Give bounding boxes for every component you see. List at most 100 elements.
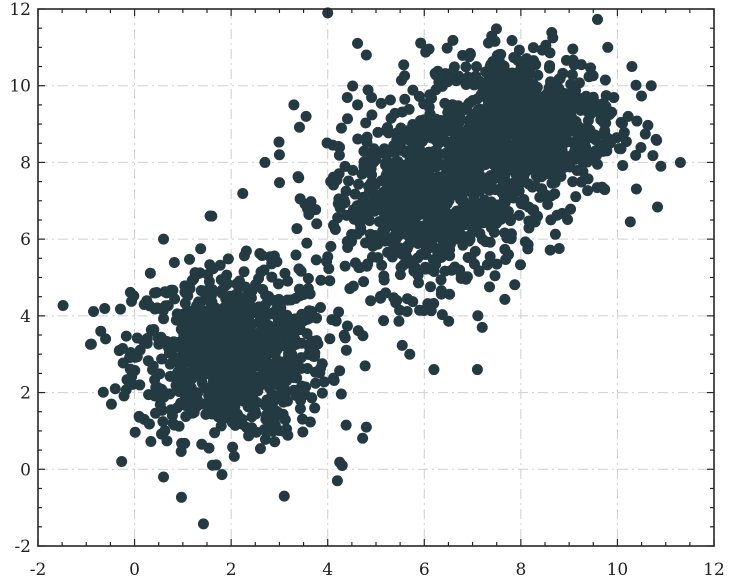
scatter-point — [626, 61, 638, 73]
y-tick-label: 10 — [9, 77, 31, 97]
scatter-point — [402, 253, 414, 265]
scatter-point — [230, 292, 242, 304]
scatter-point — [340, 419, 352, 431]
scatter-point — [466, 164, 478, 176]
scatter-point — [202, 268, 214, 280]
scatter-point — [214, 381, 226, 393]
scatter-point — [476, 321, 488, 333]
scatter-point — [360, 117, 372, 129]
scatter-point — [194, 313, 206, 325]
scatter-point — [269, 436, 281, 448]
scatter-point — [209, 427, 221, 439]
scatter-point — [558, 103, 570, 115]
scatter-point — [536, 137, 548, 149]
scatter-point — [359, 360, 371, 372]
scatter-point — [462, 71, 474, 83]
scatter-point — [380, 287, 392, 299]
scatter-point — [223, 329, 235, 341]
scatter-point — [438, 184, 450, 196]
scatter-point — [330, 315, 342, 327]
scatter-point — [460, 61, 472, 73]
scatter-point — [383, 127, 395, 139]
scatter-point — [556, 139, 568, 151]
scatter-point — [426, 186, 438, 198]
scatter-point — [206, 459, 218, 471]
scatter-point — [442, 193, 454, 205]
scatter-point — [278, 490, 290, 502]
scatter-point — [512, 117, 524, 129]
scatter-point — [600, 117, 612, 129]
scatter-point — [401, 293, 413, 305]
scatter-point — [499, 171, 511, 183]
scatter-point — [99, 302, 111, 314]
scatter-point — [495, 48, 507, 60]
scatter-point — [487, 96, 499, 108]
y-tick-label: 6 — [20, 230, 31, 250]
scatter-point — [321, 256, 333, 268]
scatter-point — [647, 150, 659, 162]
scatter-point — [446, 264, 458, 276]
scatter-point — [324, 333, 336, 345]
scatter-point — [567, 54, 579, 66]
scatter-point — [378, 315, 390, 327]
scatter-point — [273, 357, 285, 369]
scatter-point — [617, 159, 629, 171]
scatter-point — [630, 79, 642, 91]
scatter-point — [349, 257, 361, 269]
scatter-point — [467, 112, 479, 124]
scatter-point — [650, 133, 662, 145]
scatter-point — [273, 136, 285, 148]
scatter-point — [519, 131, 531, 143]
scatter-point — [364, 236, 376, 248]
scatter-point — [370, 154, 382, 166]
scatter-point — [412, 252, 424, 264]
scatter-point — [292, 320, 304, 332]
scatter-point — [549, 127, 561, 139]
x-tick-label: 6 — [419, 560, 430, 580]
scatter-point — [411, 198, 423, 210]
scatter-point — [360, 49, 372, 61]
scatter-point — [362, 84, 374, 96]
scatter-point — [532, 98, 544, 110]
scatter-point — [567, 176, 579, 188]
scatter-point — [155, 331, 167, 343]
scatter-point — [356, 168, 368, 180]
scatter-point — [639, 128, 651, 140]
scatter-point — [366, 251, 378, 263]
scatter-point — [339, 332, 351, 344]
scatter-point — [204, 259, 216, 271]
scatter-point — [290, 249, 302, 261]
scatter-point — [237, 347, 249, 359]
scatter-point — [273, 149, 285, 161]
x-tick-label: 10 — [607, 560, 629, 580]
scatter-point — [166, 410, 178, 422]
scatter-point — [451, 213, 463, 225]
scatter-point — [395, 122, 407, 134]
scatter-point — [236, 316, 248, 328]
scatter-point — [465, 252, 477, 264]
scatter-point — [549, 228, 561, 240]
scatter-point — [335, 122, 347, 134]
scatter-point — [295, 394, 307, 406]
scatter-point — [447, 34, 459, 46]
scatter-point — [425, 302, 437, 314]
scatter-point — [491, 258, 503, 270]
scatter-point — [502, 70, 514, 82]
scatter-point — [415, 37, 427, 49]
scatter-point — [499, 197, 511, 209]
scatter-point — [620, 136, 632, 148]
scatter-point — [148, 324, 160, 336]
scatter-point — [444, 288, 456, 300]
scatter-point — [314, 302, 326, 314]
scatter-point — [192, 387, 204, 399]
scatter-point — [282, 275, 294, 287]
scatter-point — [549, 188, 561, 200]
y-tick-label: 0 — [20, 460, 31, 480]
scatter-point — [488, 83, 500, 95]
scatter-point — [475, 112, 487, 124]
scatter-point — [474, 103, 486, 115]
scatter-point — [340, 185, 352, 197]
scatter-point — [450, 75, 462, 87]
scatter-point — [247, 350, 259, 362]
